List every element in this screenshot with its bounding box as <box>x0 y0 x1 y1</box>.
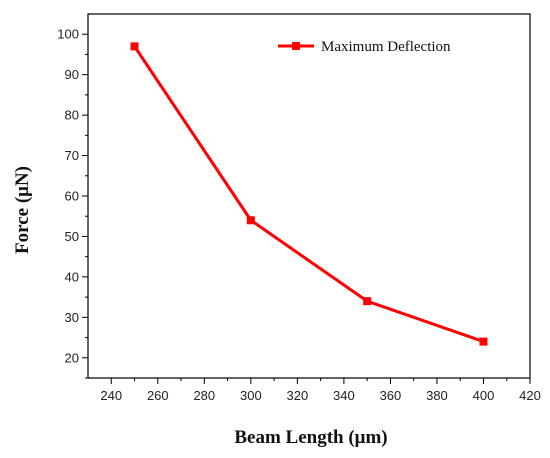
legend-marker <box>292 42 300 50</box>
series-line <box>133 45 484 344</box>
x-tick-label: 420 <box>519 388 541 403</box>
x-tick-label: 300 <box>240 388 262 403</box>
data-point <box>479 337 488 346</box>
y-tick-label: 100 <box>57 27 79 42</box>
y-tick-label: 50 <box>65 229 79 244</box>
y-axis-title: Force (μN) <box>12 166 33 254</box>
y-tick-label: 70 <box>65 148 79 163</box>
y-tick-label: 20 <box>65 350 79 365</box>
data-point <box>246 216 255 225</box>
plot-frame <box>87 13 531 379</box>
legend: Maximum Deflection <box>278 39 451 55</box>
y-tick-label: 60 <box>65 189 79 204</box>
x-tick-label: 360 <box>380 388 402 403</box>
x-tick-label: 400 <box>473 388 495 403</box>
x-axis-title: Beam Length (μm) <box>234 427 387 448</box>
x-axis-ticks: 240 260 280 300 320 340 360 380 400 420 <box>100 378 541 403</box>
legend-label: Maximum Deflection <box>321 39 451 55</box>
x-tick-label: 380 <box>426 388 448 403</box>
data-point <box>363 297 372 306</box>
plot-area-border <box>87 13 531 379</box>
y-tick-label: 80 <box>65 108 79 123</box>
x-tick-label: 260 <box>147 388 169 403</box>
x-tick-label: 280 <box>193 388 215 403</box>
x-tick-label: 240 <box>100 388 122 403</box>
y-tick-label: 40 <box>65 269 79 284</box>
data-point <box>130 42 139 51</box>
y-axis-ticks: 20 30 40 50 60 70 80 90 100 <box>57 27 88 379</box>
y-tick-label: 90 <box>65 67 79 82</box>
x-tick-label: 320 <box>287 388 309 403</box>
y-tick-label: 30 <box>65 310 79 325</box>
series-layer <box>130 42 488 346</box>
x-tick-label: 340 <box>333 388 355 403</box>
